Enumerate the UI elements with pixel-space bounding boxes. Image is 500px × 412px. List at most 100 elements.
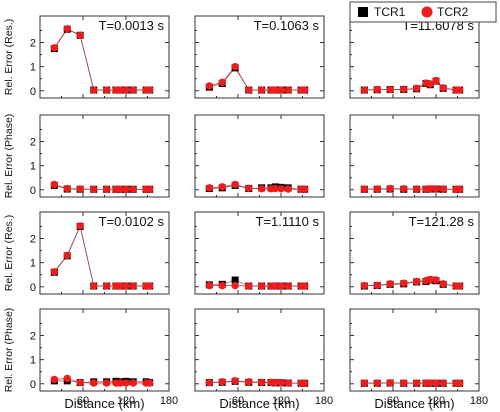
- point-tcr2: [145, 379, 154, 387]
- point-tcr2: [426, 275, 434, 284]
- point-tcr2: [412, 379, 421, 387]
- point-tcr2: [257, 86, 266, 94]
- point-tcr2: [426, 379, 434, 387]
- point-tcr2: [257, 282, 266, 290]
- panel-frame: [349, 114, 480, 198]
- point-tcr2: [400, 279, 408, 287]
- y-tick-label: 1: [30, 258, 36, 270]
- point-tcr2: [231, 62, 239, 71]
- point-tcr2: [50, 375, 59, 384]
- point-tcr2: [231, 377, 239, 385]
- point-tcr2: [205, 378, 214, 387]
- point-tcr2: [277, 185, 285, 193]
- point-tcr2: [122, 282, 130, 290]
- point-tcr2: [116, 185, 124, 193]
- point-tcr2: [218, 183, 226, 191]
- point-tcr2: [400, 85, 408, 94]
- y-tick-label: 2: [30, 234, 36, 246]
- point-tcr2: [386, 184, 394, 193]
- point-tcr2: [63, 374, 71, 383]
- point-tcr2: [102, 185, 111, 193]
- panel-frame: [39, 15, 170, 99]
- period-annotation: T=1.1110 s: [256, 214, 320, 229]
- point-tcr2: [386, 280, 394, 288]
- point-tcr2: [245, 378, 253, 386]
- point-tcr2: [284, 282, 292, 290]
- point-tcr2: [386, 379, 394, 387]
- y-tick-label: 1: [30, 62, 36, 74]
- point-tcr2: [76, 185, 84, 193]
- y-axis-label-row-3: Rel. Error (Phase): [3, 308, 15, 393]
- point-tcr2: [145, 86, 154, 94]
- point-tcr2: [122, 86, 130, 94]
- point-tcr2: [245, 184, 253, 193]
- point-tcr2: [205, 82, 214, 90]
- point-tcr2: [218, 78, 226, 87]
- point-tcr2: [129, 379, 137, 387]
- point-tcr2: [63, 25, 71, 33]
- point-tcr2: [218, 281, 226, 290]
- point-tcr2: [63, 184, 71, 193]
- point-tcr2: [129, 86, 137, 94]
- panel-frame: [39, 114, 170, 198]
- point-tcr2: [455, 86, 464, 94]
- point-tcr2: [455, 282, 464, 290]
- period-annotation: T=0.0013 s: [99, 18, 165, 33]
- y-tick-label: 2: [30, 331, 36, 343]
- point-tcr2: [245, 282, 253, 290]
- period-annotation: T=121.28 s: [409, 214, 475, 229]
- point-tcr2: [426, 185, 434, 193]
- point-tcr2: [205, 184, 214, 192]
- legend: TCR1 TCR2: [349, 1, 497, 23]
- point-tcr2: [412, 84, 421, 93]
- point-tcr2: [245, 86, 253, 94]
- x-axis-title-col-1: Distance (km): [219, 396, 299, 411]
- y-tick-label: 0: [30, 379, 36, 391]
- point-tcr2: [90, 86, 98, 94]
- point-tcr2: [360, 281, 369, 290]
- y-tick-label: 2: [30, 38, 36, 50]
- point-tcr2: [300, 185, 309, 193]
- x-tick-label: 120: [272, 395, 290, 407]
- point-tcr2: [412, 185, 421, 193]
- point-tcr2: [277, 282, 285, 290]
- panel-r0-c1: T=0.1063 s: [194, 15, 325, 99]
- y-tick-label: 0: [30, 86, 36, 98]
- point-tcr2: [271, 378, 279, 387]
- point-tcr2: [412, 277, 421, 286]
- point-tcr2: [271, 282, 279, 290]
- point-tcr2: [257, 378, 266, 387]
- legend-label-tcr1: TCR1: [374, 5, 406, 19]
- point-tcr2: [257, 185, 266, 193]
- y-axis-label-row-0: Rel. Error (Res.): [3, 19, 15, 95]
- x-tick-label: 180: [315, 395, 333, 407]
- point-tcr2: [50, 44, 59, 52]
- point-tcr2: [116, 379, 124, 387]
- point-tcr2: [271, 184, 279, 193]
- point-tcr1: [231, 276, 239, 284]
- x-tick-label: 180: [470, 395, 488, 407]
- point-tcr2: [63, 251, 71, 260]
- x-axis-title-col-0: Distance (km): [64, 396, 144, 411]
- point-tcr2: [277, 86, 285, 94]
- point-tcr2: [426, 80, 434, 88]
- panel-frame: [194, 114, 325, 198]
- point-tcr2: [50, 180, 59, 189]
- point-tcr2: [122, 379, 130, 387]
- panel-r1-c1: [194, 114, 325, 198]
- x-axis-titles: Distance (km) Distance (km) Distance (km): [64, 396, 454, 411]
- x-tick-label: 120: [117, 395, 135, 407]
- point-tcr2: [218, 378, 226, 386]
- point-tcr2: [432, 379, 440, 387]
- point-tcr2: [102, 282, 111, 290]
- x-tick-label: 180: [160, 395, 178, 407]
- panel-r1-c2: [349, 114, 480, 198]
- legend-marker-tcr2: [421, 6, 433, 18]
- point-tcr2: [360, 185, 369, 193]
- point-tcr2: [439, 84, 447, 92]
- point-tcr2: [455, 185, 464, 193]
- point-tcr2: [129, 185, 137, 193]
- point-tcr2: [277, 378, 285, 387]
- y-tick-label: 0: [30, 282, 36, 294]
